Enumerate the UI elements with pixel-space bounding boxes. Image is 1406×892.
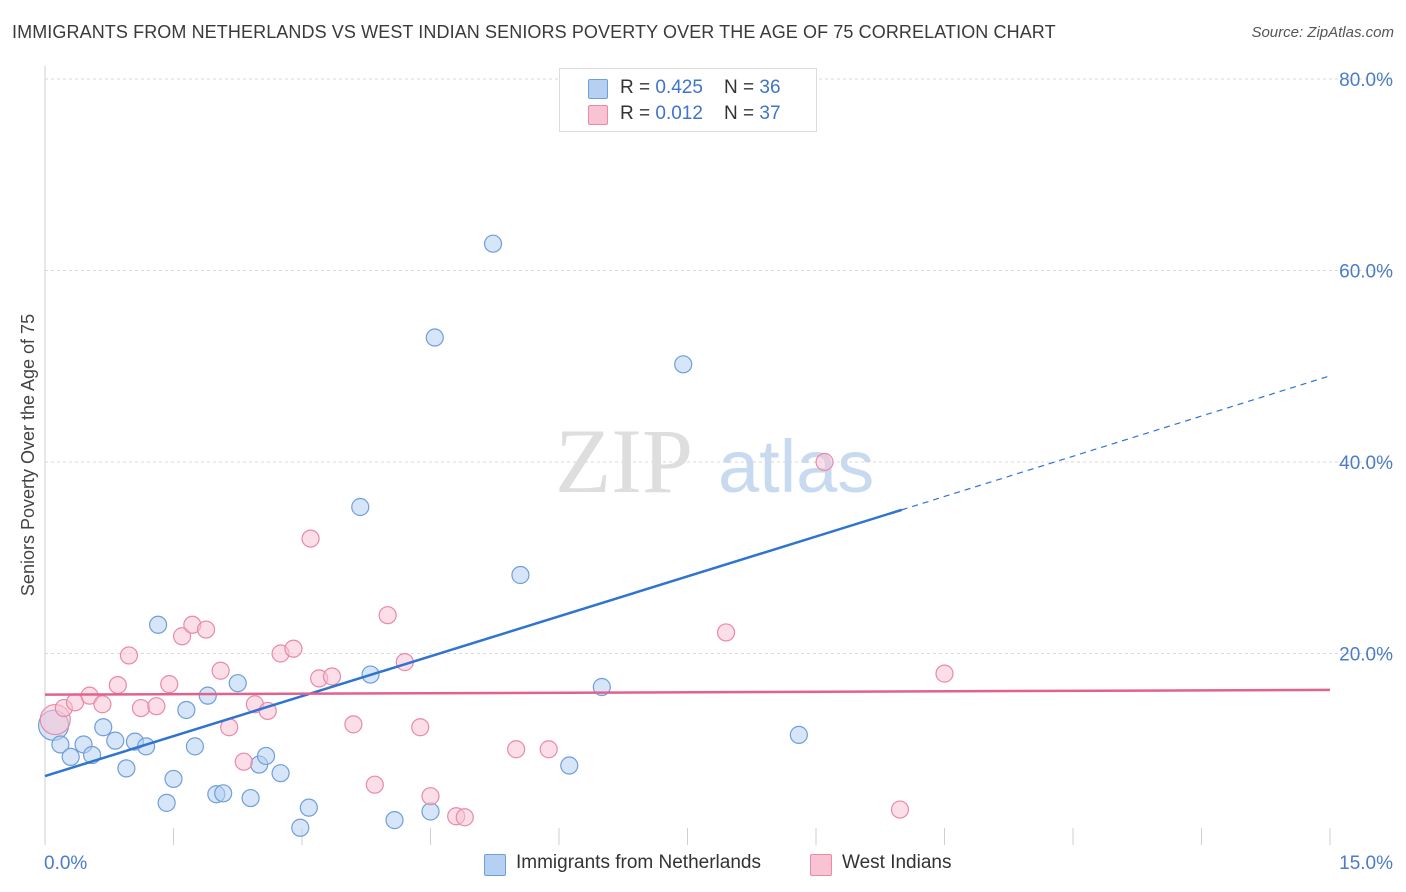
y-tick-label: 20.0% xyxy=(1339,645,1393,666)
point-netherlands xyxy=(51,735,70,754)
tick-labels: 20.0% 40.0% 60.0% 80.0% 0.0% 15.0% xyxy=(44,70,1393,874)
point-netherlands xyxy=(157,793,176,812)
point-west-indians xyxy=(411,718,430,737)
point-west-indians xyxy=(365,775,384,794)
source-credit: Source: ZipAtlas.com xyxy=(1251,24,1394,41)
point-netherlands xyxy=(271,764,290,783)
point-netherlands xyxy=(674,355,693,374)
bottom-legend-label: West Indians xyxy=(842,852,952,873)
bottom-legend-label: Immigrants from Netherlands xyxy=(516,852,761,873)
point-netherlands xyxy=(61,747,80,767)
legend-r-value: 0.425 xyxy=(655,77,703,98)
point-netherlands xyxy=(228,674,247,693)
point-netherlands xyxy=(241,788,260,808)
point-netherlands xyxy=(789,725,808,744)
y-tick-label: 60.0% xyxy=(1339,262,1393,283)
point-west-indians xyxy=(172,627,192,646)
legend-n-label: N = xyxy=(724,103,760,124)
point-netherlands xyxy=(425,328,444,347)
y-tick-label: 40.0% xyxy=(1339,453,1393,474)
point-netherlands xyxy=(198,686,217,705)
point-west-indians xyxy=(716,623,736,642)
bottom-legend-swatch-blue xyxy=(484,854,506,876)
point-netherlands xyxy=(299,798,318,817)
point-west-indians xyxy=(378,606,397,625)
watermark-zip: ZIP xyxy=(555,410,693,512)
stats-legend: R = 0.425 N = 36 R = 0.012 N = 37 xyxy=(559,68,817,132)
y-tick-label: 80.0% xyxy=(1339,70,1393,91)
point-west-indians xyxy=(421,787,440,806)
legend-n-value: 37 xyxy=(759,103,781,124)
point-netherlands xyxy=(164,769,183,789)
trend-line-netherlands-extension xyxy=(901,375,1331,511)
point-netherlands xyxy=(560,756,579,775)
point-netherlands xyxy=(185,737,205,756)
point-netherlands xyxy=(421,802,440,821)
trend-lines xyxy=(44,375,1331,778)
point-netherlands xyxy=(291,818,310,837)
point-west-indians xyxy=(507,740,526,759)
x-tick-label: 15.0% xyxy=(1339,853,1393,874)
legend-n-value: 36 xyxy=(759,77,781,98)
point-west-indians xyxy=(196,620,216,639)
legend-r-label: R = xyxy=(620,103,656,124)
point-west-indians xyxy=(108,675,127,695)
trend-line-west-indians xyxy=(44,688,1331,696)
legend-swatch-pink xyxy=(588,105,608,125)
point-west-indians xyxy=(131,698,151,718)
legend-r-value: 0.012 xyxy=(655,103,703,124)
point-netherlands xyxy=(256,746,276,766)
point-netherlands xyxy=(483,234,503,253)
point-west-indians xyxy=(890,800,910,819)
point-west-indians xyxy=(935,664,954,683)
point-netherlands xyxy=(511,565,530,585)
watermark: ZIP atlas xyxy=(555,410,874,512)
point-netherlands xyxy=(592,677,611,697)
x-tick-label: 0.0% xyxy=(44,853,87,874)
point-netherlands xyxy=(351,497,370,517)
bottom-legend-swatch-pink xyxy=(810,854,832,876)
point-west-indians xyxy=(119,646,139,665)
point-netherlands xyxy=(148,615,168,634)
point-west-indians xyxy=(234,752,253,771)
point-west-indians xyxy=(93,695,112,714)
point-netherlands xyxy=(117,759,136,778)
point-west-indians xyxy=(211,661,230,680)
watermark-atlas: atlas xyxy=(718,425,874,508)
grid-layer xyxy=(45,78,1392,654)
y-axis-label: Seniors Poverty Over the Age of 75 xyxy=(18,314,38,596)
point-west-indians xyxy=(539,740,558,759)
point-west-indians xyxy=(455,808,474,827)
point-west-indians xyxy=(284,639,303,658)
legend-swatch-blue xyxy=(588,79,608,99)
chart-title: IMMIGRANTS FROM NETHERLANDS VS WEST INDI… xyxy=(12,22,1056,42)
point-west-indians xyxy=(160,675,179,694)
points-layer xyxy=(37,234,954,837)
point-west-indians xyxy=(147,697,166,716)
point-west-indians xyxy=(344,715,363,734)
point-west-indians xyxy=(815,452,834,472)
legend-r-label: R = xyxy=(620,77,656,98)
point-west-indians xyxy=(322,667,342,686)
legend-n-label: N = xyxy=(724,77,760,98)
point-west-indians xyxy=(301,529,320,548)
point-netherlands xyxy=(214,784,233,803)
point-netherlands xyxy=(94,718,113,737)
trend-line-netherlands xyxy=(44,508,903,778)
point-netherlands xyxy=(177,700,196,720)
point-netherlands xyxy=(106,731,125,750)
point-netherlands xyxy=(385,811,404,830)
